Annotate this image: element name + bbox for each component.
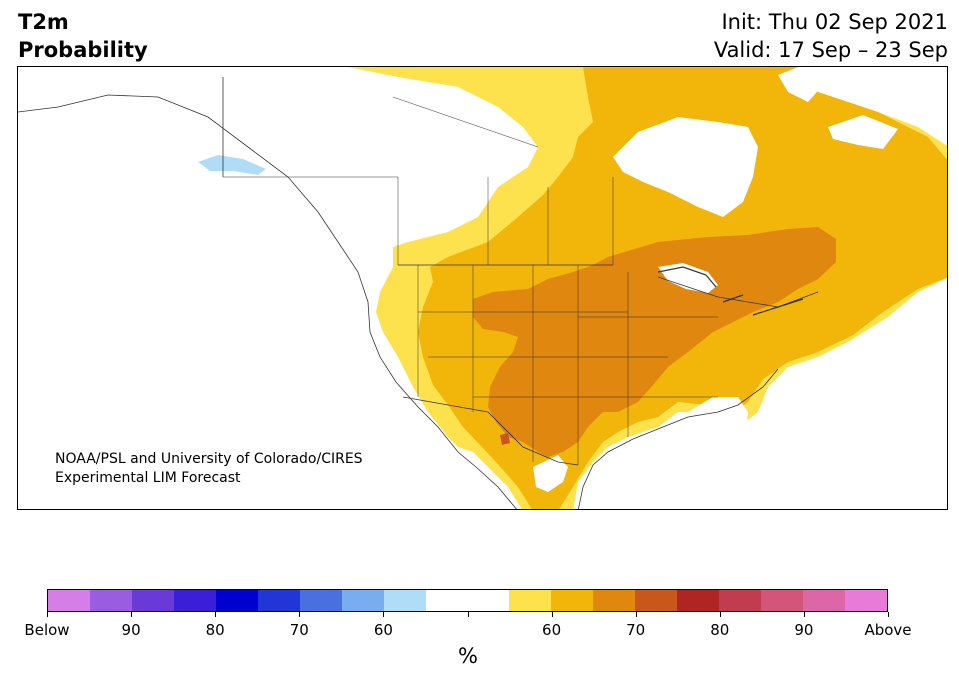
southeast-gap: [688, 397, 748, 457]
province-lines: [223, 96, 614, 265]
colorbar-segment: [257, 590, 300, 611]
colorbar-tick: [47, 612, 48, 617]
hudson-bay: [613, 117, 758, 217]
colorbar-segment: [803, 590, 846, 611]
colorbar-segment: [425, 590, 468, 611]
great-lakes-gap: [658, 263, 718, 293]
forecast-dates: Init: Thu 02 Sep 2021 Valid: 17 Sep – 23…: [714, 8, 948, 64]
colorbar-tick-label: 90: [121, 621, 141, 639]
colorbar-segment: [299, 590, 342, 611]
colorbar-segment: [719, 590, 762, 611]
colorbar-segment: [173, 590, 216, 611]
colorbar-segment: [215, 590, 258, 611]
colorbar-segment: [761, 590, 804, 611]
baffin-gap: [828, 115, 898, 149]
arctic-gap: [778, 67, 823, 102]
colorbar-tick: [383, 612, 385, 617]
colorbar-tick: [551, 612, 553, 617]
canada-us-border: [398, 264, 819, 308]
colorbar-segment: [677, 590, 720, 611]
colorbar-tick-label: 70: [289, 621, 309, 639]
title-variable: T2m: [18, 10, 69, 34]
map-title: T2m Probability: [18, 8, 148, 64]
colorbar-tick: [215, 612, 217, 617]
state-lines: [417, 265, 718, 465]
us-mexico-border: [402, 396, 579, 466]
probability-colorbar: [47, 589, 888, 612]
colorbar-segment: [131, 590, 174, 611]
great-lakes-outline: [657, 266, 804, 316]
colorbar-tick: [131, 612, 133, 617]
colorbar-segment: [341, 590, 384, 611]
colorbar-tick-label: 70: [626, 621, 646, 639]
init-date: Init: Thu 02 Sep 2021: [721, 10, 948, 34]
colorbar-tick-label: Above: [864, 621, 912, 639]
colorbar-tick-label: 80: [710, 621, 730, 639]
colorbar-tick-label: 60: [373, 621, 393, 639]
prob-region-80-90: [500, 433, 510, 445]
colorbar-tick: [635, 612, 637, 617]
colorbar-tick-label: 80: [205, 621, 225, 639]
title-type: Probability: [18, 38, 148, 62]
data-credit: NOAA/PSL and University of Colorado/CIRE…: [55, 450, 363, 488]
colorbar-segment: [509, 590, 552, 611]
colorbar-segment: [48, 590, 90, 611]
colorbar-segment: [551, 590, 594, 611]
colorbar-segment: [383, 590, 426, 611]
probability-map: [17, 66, 948, 510]
colorbar-segment: [593, 590, 636, 611]
colorbar-tick-label: Below: [24, 621, 70, 639]
prob-region-below-60-70: [198, 155, 266, 175]
colorbar-segment: [89, 590, 132, 611]
colorbar-unit: %: [458, 644, 478, 668]
gulf-coastline: [578, 368, 779, 509]
mexico-gap: [533, 455, 568, 492]
colorbar-tick: [803, 612, 805, 617]
colorbar-tick: [299, 612, 301, 617]
colorbar-tick: [467, 612, 469, 617]
credit-line-1: NOAA/PSL and University of Colorado/CIRE…: [55, 451, 363, 467]
colorbar-tick: [888, 612, 889, 617]
credit-line-2: Experimental LIM Forecast: [55, 470, 241, 486]
colorbar-tick-label: 90: [794, 621, 814, 639]
colorbar-tick: [719, 612, 721, 617]
prob-region-70-80: [473, 227, 836, 457]
north-america-map: [18, 67, 947, 509]
colorbar-tick-label: 60: [542, 621, 562, 639]
valid-period: Valid: 17 Sep – 23 Sep: [713, 38, 948, 62]
colorbar-segment: [635, 590, 678, 611]
pacific-coastline: [18, 94, 517, 509]
colorbar-segment: [467, 590, 510, 611]
colorbar-segment: [845, 590, 888, 611]
